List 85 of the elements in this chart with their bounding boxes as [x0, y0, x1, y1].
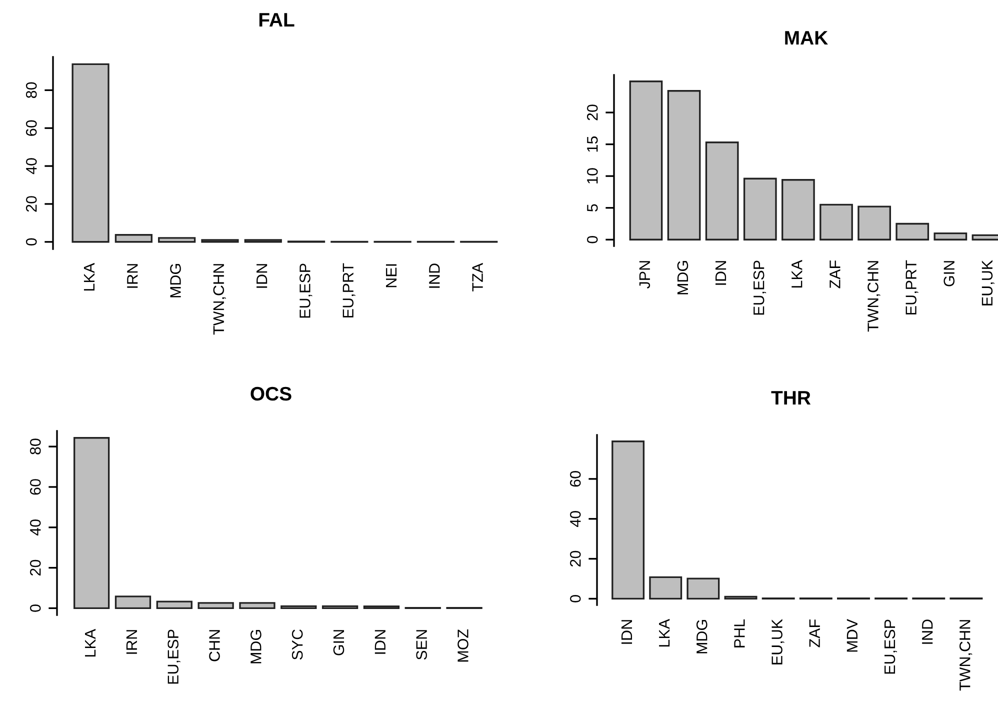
x-tick-label: GIN — [944, 261, 955, 286]
x-tick-label: TZA — [472, 262, 483, 292]
bar — [73, 437, 110, 610]
chart-title: FAL — [259, 13, 294, 26]
x-tick-label: MDG — [250, 630, 262, 664]
x-tick-label: IND — [922, 620, 933, 644]
x-tick-label: MDG — [677, 261, 688, 294]
y-tick-label: 60 — [26, 120, 37, 136]
chart-title: MAK — [785, 31, 828, 44]
x-tick-label: MDV — [846, 618, 858, 652]
x-tick-label: EU,PRT — [342, 263, 356, 318]
x-tick-label: TWN,CHN — [213, 264, 226, 335]
x-tick-label: IDN — [716, 261, 726, 285]
x-tick-label: MOZ — [458, 629, 468, 662]
y-tick-label: 15 — [587, 136, 598, 152]
bar — [686, 578, 720, 600]
bar — [705, 142, 739, 240]
x-tick-label: ZAF — [830, 260, 840, 288]
x-tick-label: NEI — [386, 264, 397, 288]
bar — [280, 605, 317, 610]
y-tick-label: 80 — [26, 82, 37, 98]
y-tick-label: 0 — [26, 238, 37, 246]
x-tick-label: MDG — [170, 264, 181, 298]
bar — [72, 63, 110, 243]
x-tick-label: IDN — [256, 264, 268, 288]
x-tick-label: LKA — [84, 262, 94, 291]
y-tick-label: 40 — [570, 510, 581, 527]
bar — [858, 206, 891, 240]
bar — [114, 234, 152, 243]
x-tick-label: EU,ESP — [884, 620, 897, 674]
y-tick-label: 0 — [570, 595, 581, 602]
y-tick-label: 0 — [30, 604, 41, 612]
x-tick-label: LKA — [85, 628, 96, 657]
bar — [156, 600, 192, 610]
bar — [629, 80, 663, 240]
y-tick-label: 40 — [30, 519, 41, 536]
x-tick-label: EU,ESP — [300, 264, 312, 318]
x-tick-label: TWN,CHN — [868, 261, 880, 332]
x-tick-label: LKA — [659, 618, 670, 647]
x-tick-label: EU,ESP — [753, 260, 766, 315]
x-tick-label: GIN — [333, 630, 344, 656]
y-tick-label: 5 — [587, 204, 598, 212]
x-tick-label: IND — [429, 264, 440, 288]
y-tick-label: 20 — [586, 104, 598, 120]
x-tick-label: EU,UK — [772, 619, 784, 664]
y-tick-label: 20 — [570, 550, 581, 567]
y-tick-label: 60 — [30, 479, 41, 495]
y-tick-label: 20 — [30, 560, 41, 576]
x-tick-label: IRN — [127, 264, 138, 288]
y-tick-label: 20 — [26, 196, 37, 212]
y-tick-label: 80 — [30, 438, 41, 454]
bar — [114, 596, 152, 610]
x-tick-label: ZAF — [809, 620, 820, 648]
bar — [743, 178, 777, 240]
bar — [820, 204, 853, 240]
x-tick-label: EU,UK — [982, 260, 994, 306]
x-tick-label: SYC — [292, 629, 303, 660]
y-tick-label: 10 — [586, 168, 598, 184]
bar — [198, 602, 234, 610]
x-tick-label: IRN — [126, 630, 137, 654]
bar — [158, 237, 196, 243]
bar — [649, 576, 682, 600]
x-tick-label: PHL — [734, 619, 745, 648]
x-tick-label: TWN,CHN — [959, 620, 972, 691]
chart-title: THR — [771, 391, 811, 404]
x-tick-label: IDN — [621, 620, 632, 644]
x-tick-label: SEN — [416, 630, 427, 660]
bar — [239, 602, 276, 610]
bar — [896, 222, 930, 240]
y-tick-label: 0 — [586, 236, 598, 244]
x-tick-label: IDN — [374, 630, 386, 654]
x-tick-label: JPN — [639, 261, 650, 289]
bar — [782, 179, 815, 240]
y-tick-label: 60 — [570, 471, 581, 487]
x-tick-label: EU,ESP — [168, 630, 180, 684]
x-tick-label: CHN — [209, 630, 220, 662]
x-tick-label: MDG — [696, 620, 708, 654]
bar — [612, 440, 645, 600]
x-tick-label: EU,PRT — [906, 260, 918, 314]
bar — [322, 605, 358, 610]
x-tick-label: LKA — [792, 260, 802, 288]
chart-title: OCS — [250, 386, 292, 401]
bar — [934, 232, 968, 240]
y-tick-label: 40 — [26, 158, 37, 174]
bar — [667, 90, 701, 240]
